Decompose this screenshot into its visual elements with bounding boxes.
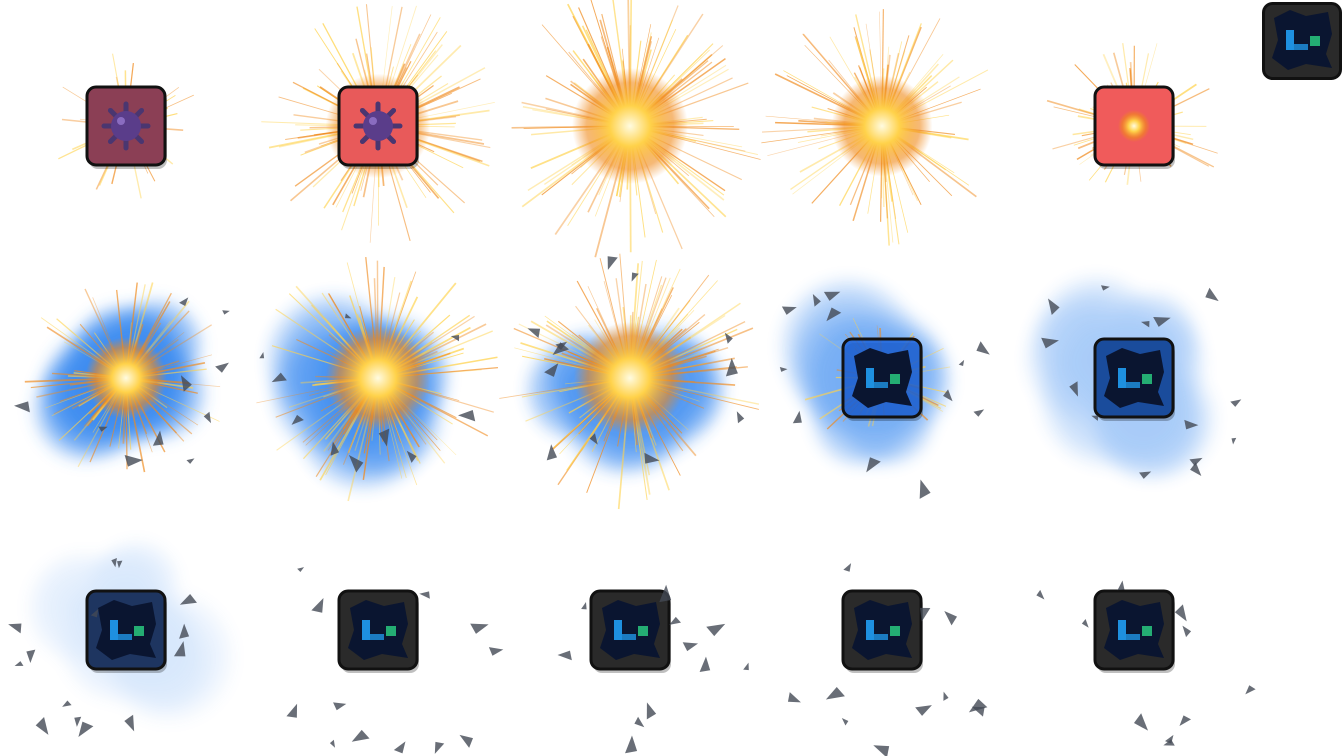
sprite-frame-3 [504, 0, 761, 258]
sprite-frame-11 [0, 504, 252, 756]
debris-shards [779, 291, 990, 499]
sprite-frame-2 [252, 0, 504, 252]
flash-spark [1118, 110, 1150, 142]
sprite-frame-13 [504, 504, 756, 756]
sprite-frame-10 [1008, 252, 1260, 504]
explosion-burst [24, 282, 221, 473]
debris-shards [557, 584, 749, 754]
crater-icon [852, 600, 912, 660]
crater-tile [1093, 337, 1175, 421]
explosion-burst [511, 0, 761, 258]
debris-shards [527, 256, 745, 464]
crater-icon [1104, 348, 1164, 408]
sprite-frame-7 [252, 252, 504, 504]
debris-shards [1041, 285, 1242, 479]
debris-shards [286, 567, 504, 754]
mine-icon [353, 101, 403, 151]
sprite-frame-14 [756, 504, 1008, 756]
crater-tile [337, 589, 419, 673]
sprite-frame-12 [252, 504, 504, 756]
debris-shards [787, 563, 988, 756]
sprite-frame-8 [499, 252, 760, 510]
tile [841, 337, 923, 421]
debris-shards [14, 297, 230, 467]
debris-shards [1036, 580, 1256, 746]
sprite-frame-5 [1008, 0, 1260, 252]
mine-tile [85, 85, 167, 169]
crater-tile [589, 589, 671, 673]
crater-icon [96, 600, 156, 660]
debris-shards [259, 313, 476, 473]
crater-tile [841, 589, 923, 673]
sprite-frame-15 [1008, 504, 1260, 756]
explosion-burst [256, 256, 499, 502]
crater-icon [348, 600, 408, 660]
crater-tile [1093, 589, 1175, 673]
sprite-frame-6 [0, 252, 252, 504]
tile [1093, 85, 1175, 169]
crater-icon [1272, 10, 1332, 70]
explosion-burst [499, 253, 760, 510]
mine-tile [337, 85, 419, 169]
debris-shards [8, 558, 197, 737]
sprite-frame-9 [756, 252, 1008, 504]
crater-icon [600, 600, 660, 660]
crater-icon [852, 348, 912, 408]
preview-tile-crater [1262, 2, 1342, 80]
sprite-frame-4 [756, 0, 1008, 252]
crater-tile [85, 589, 167, 673]
crater-icon [1104, 600, 1164, 660]
mine-icon [101, 101, 151, 151]
explosion-burst [761, 9, 989, 246]
sprite-frame-1 [0, 0, 252, 252]
